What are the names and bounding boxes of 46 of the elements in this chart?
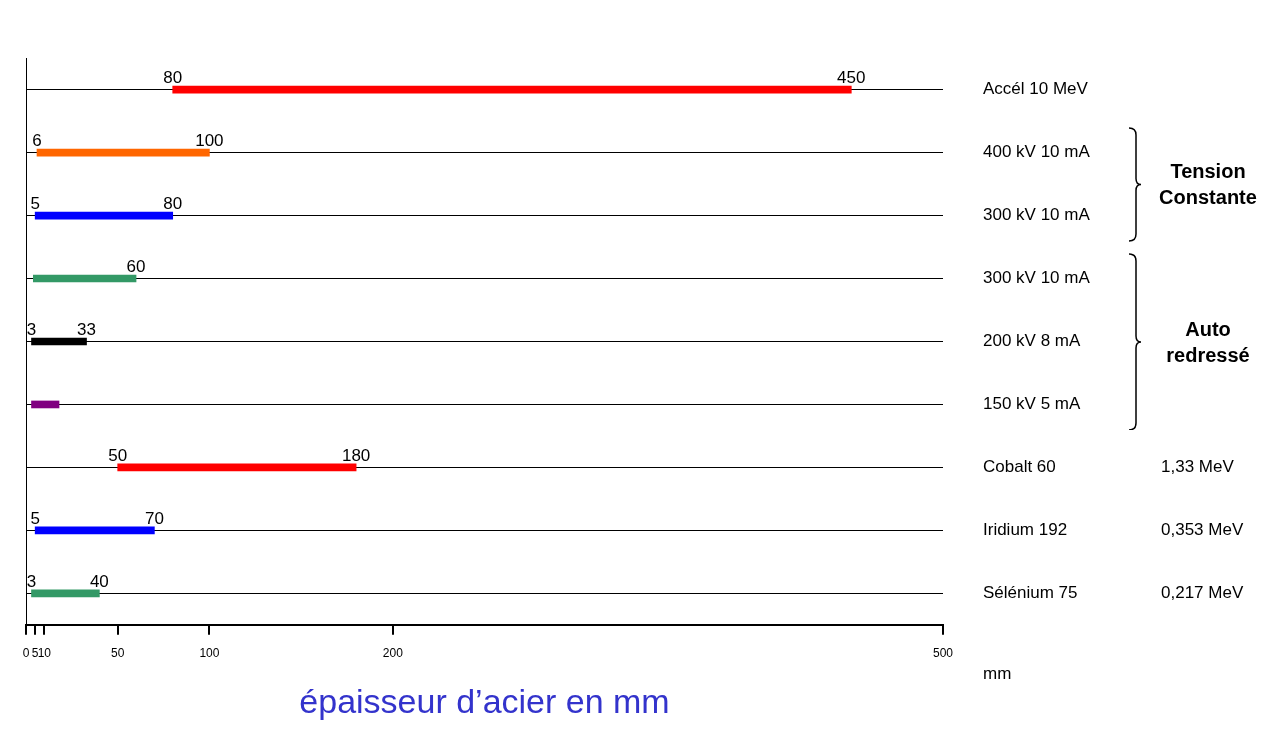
x-tick-label: 0	[22, 646, 30, 661]
bar	[34, 211, 174, 220]
annotation: 80	[163, 193, 183, 213]
y-tick-label: Cobalt 60	[983, 457, 1056, 477]
bar	[31, 400, 60, 409]
bar	[33, 274, 137, 283]
annotation: 33	[77, 319, 96, 339]
annotation: 70	[144, 508, 164, 528]
bar	[172, 85, 852, 94]
y2-tick-label: 0,217 MeV	[1161, 583, 1244, 603]
annotation: 5	[30, 193, 40, 213]
annotation: 40	[89, 571, 109, 591]
y-tick-label: 200 kV 8 mA	[983, 331, 1081, 351]
y2-tick-label: 1,33 MeV	[1161, 457, 1235, 477]
x-tick-label: 500	[932, 646, 954, 661]
text: mm	[983, 664, 1012, 684]
annotation: 5	[30, 508, 40, 528]
x-axis-title: épaisseur d’acier en mm	[299, 681, 670, 720]
annotation: 180	[341, 445, 371, 465]
y-tick-label: Accél 10 MeV	[983, 79, 1089, 99]
y-tick-label: Iridium 192	[983, 520, 1068, 540]
annotation: 6	[32, 130, 42, 150]
x-tick-label: 100	[199, 646, 220, 661]
annotation: 80	[163, 67, 183, 87]
y2-tick-label: 0,353 MeV	[1161, 520, 1244, 540]
y-tick-label: 150 kV 5 mA	[983, 394, 1081, 414]
annotation: 100	[195, 130, 224, 150]
x-tick-label: 200	[382, 646, 404, 661]
annotation: 450	[837, 67, 866, 87]
annotation: 60	[126, 256, 146, 276]
annotation: 3	[26, 319, 37, 339]
bar	[117, 463, 357, 472]
bar	[36, 148, 210, 157]
y-tick-label: Sélénium 75	[983, 583, 1078, 603]
x-tick-label: 10	[37, 646, 52, 661]
y-tick-label: 300 kV 10 mA	[983, 205, 1091, 225]
text: Auto redressé	[1165, 316, 1251, 368]
y-tick-label: 400 kV 10 mA	[983, 142, 1091, 162]
bar	[31, 589, 100, 598]
y-tick-label: 300 kV 10 mA	[983, 268, 1091, 288]
x-tick-label: 5	[31, 646, 39, 661]
annotation: 3	[26, 571, 37, 591]
bar	[34, 526, 155, 535]
annotation: 50	[108, 445, 128, 465]
x-tick-label: 50	[111, 646, 125, 661]
text: Tension Constante	[1158, 159, 1258, 211]
